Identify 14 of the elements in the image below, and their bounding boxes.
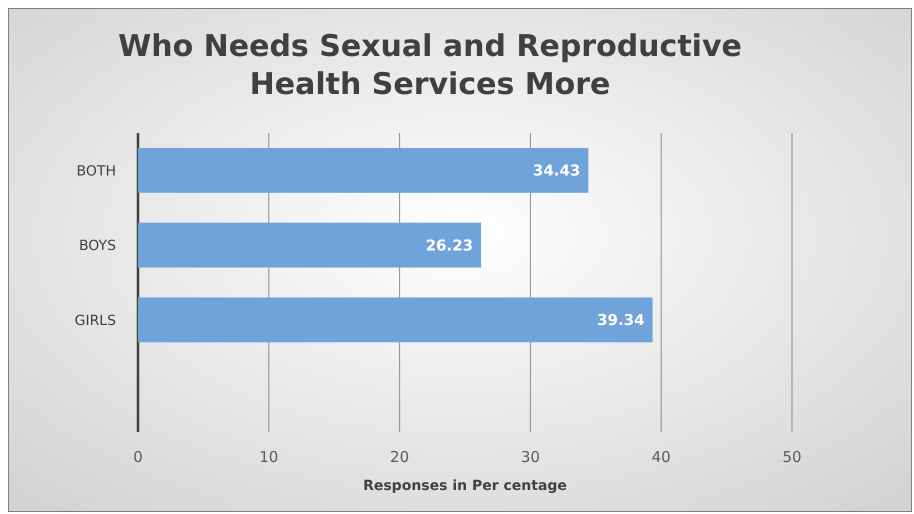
x-tick-label: 10 <box>259 448 278 466</box>
y-tick-label: BOYS <box>78 238 116 254</box>
data-label: 34.43 <box>532 162 580 180</box>
y-tick-label: GIRLS <box>74 312 116 329</box>
x-tick-label: 40 <box>652 448 671 466</box>
data-label: 26.23 <box>426 236 474 254</box>
x-tick-label: 0 <box>133 448 143 466</box>
data-label: 39.34 <box>597 311 645 330</box>
chart-title: Who Needs Sexual and Reproductive Health Services More <box>118 29 742 102</box>
x-tick-label: 20 <box>390 448 410 466</box>
x-tick-label: 30 <box>520 448 540 466</box>
x-tick-label: 50 <box>782 448 802 466</box>
x-axis-title: Responses in Per centage <box>363 478 567 494</box>
y-tick-label: BOTH <box>76 163 116 180</box>
